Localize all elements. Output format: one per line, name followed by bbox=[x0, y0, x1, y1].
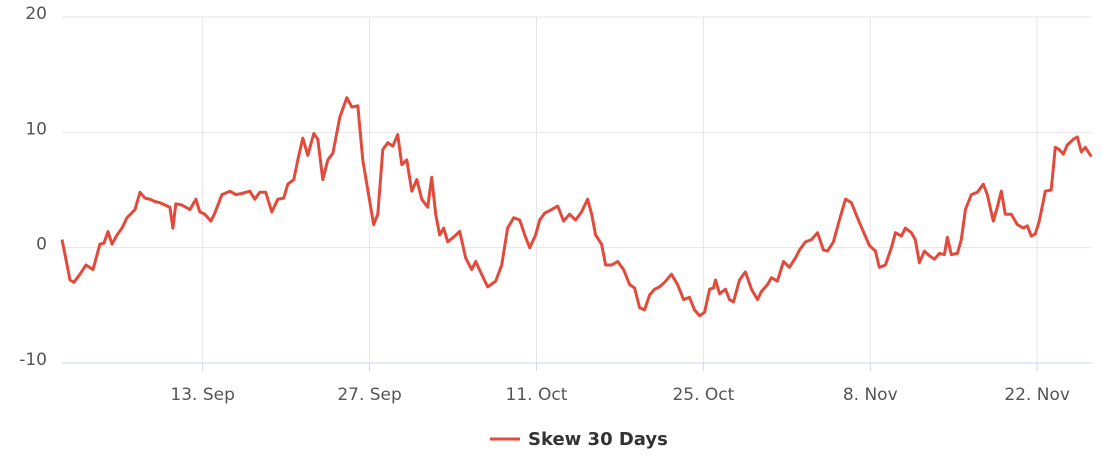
x-tick-label: 13. Sep bbox=[170, 385, 234, 405]
x-tick-label: 22. Nov bbox=[1004, 385, 1070, 405]
series-line bbox=[60, 96, 1093, 318]
x-tick-label: 8. Nov bbox=[843, 385, 898, 405]
x-tick-label: 11. Oct bbox=[506, 385, 568, 405]
y-tick-label: 10 bbox=[25, 119, 47, 139]
legend[interactable]: Skew 30 Days bbox=[490, 429, 668, 450]
x-tick-label: 27. Sep bbox=[337, 385, 401, 405]
x-tick-label: 25. Oct bbox=[672, 385, 734, 405]
legend-text: Skew 30 Days bbox=[528, 429, 668, 450]
y-tick-label: -10 bbox=[19, 350, 47, 370]
y-tick-label: 20 bbox=[25, 4, 47, 24]
y-tick-label: 0 bbox=[36, 235, 47, 255]
